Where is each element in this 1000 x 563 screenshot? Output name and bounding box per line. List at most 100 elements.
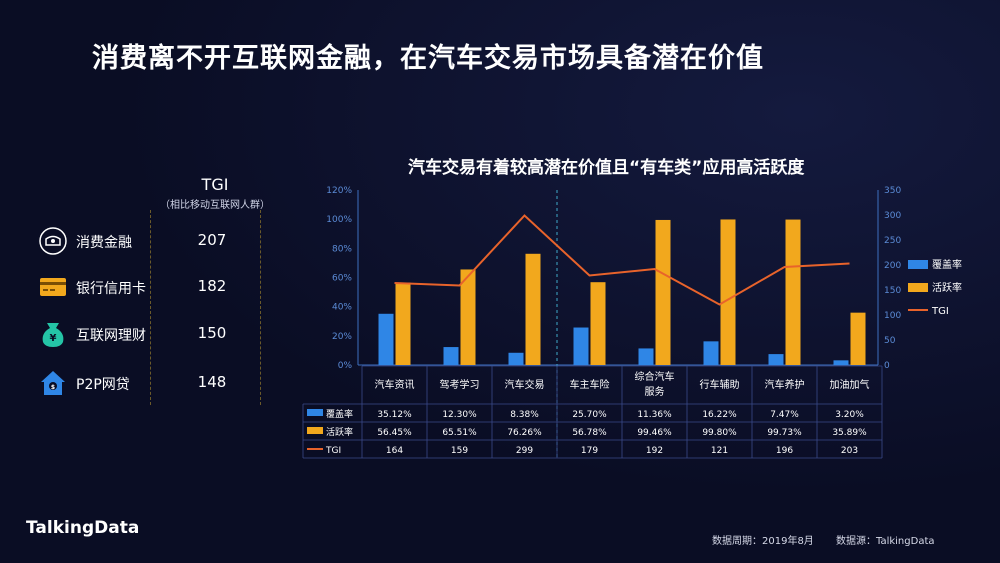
activity-bar	[525, 253, 541, 365]
tgi-value-label: 121	[711, 446, 728, 456]
legend-swatch-activity	[908, 283, 928, 292]
activity-value-label: 56.45%	[377, 428, 412, 438]
tgi-label: 互联网理财	[76, 328, 146, 344]
coverage-value-label: 25.70%	[572, 410, 607, 420]
tgi-value-label: 159	[451, 446, 468, 456]
coverage-bar	[833, 360, 849, 365]
coverage-table-label: 覆盖率	[326, 408, 353, 420]
coverage-value-label: 8.38%	[510, 410, 539, 420]
category-label: 汽车交易	[505, 378, 545, 391]
left-tick-label: 40%	[332, 303, 352, 313]
coverage-bar	[703, 341, 719, 365]
right-tick-label: 250	[884, 236, 901, 246]
left-tick-label: 20%	[332, 332, 352, 342]
category-label: 汽车养护	[765, 378, 805, 391]
coverage-value-label: 11.36%	[637, 410, 672, 420]
activity-bar	[655, 219, 671, 365]
tgi-value-label: 164	[386, 446, 403, 456]
activity-value-label: 35.89%	[832, 428, 867, 438]
svg-text:$: $	[51, 384, 55, 391]
tgi-value: 182	[197, 277, 227, 295]
divider-right	[260, 210, 261, 405]
left-tick-label: 80%	[332, 244, 352, 254]
coverage-bar	[638, 348, 654, 365]
wallet-icon	[38, 226, 68, 256]
activity-value-label: 99.46%	[637, 428, 672, 438]
tgi-value: 148	[197, 373, 227, 391]
activity-bar	[785, 219, 801, 365]
tgi-value: 207	[197, 231, 227, 249]
category-label: 汽车资讯	[375, 378, 415, 391]
tgi-value-label: 192	[646, 446, 663, 456]
coverage-bar	[378, 313, 394, 365]
right-tick-label: 100	[884, 311, 901, 321]
data-period: 数据周期：2019年8月	[712, 536, 814, 547]
coverage-bar	[573, 327, 589, 365]
left-tick-label: 120%	[326, 186, 352, 196]
legend-label-coverage: 覆盖率	[932, 258, 962, 271]
coverage-value-label: 12.30%	[442, 410, 477, 420]
tgi-row-credit-card: 银行信用卡 182	[38, 272, 238, 302]
activity-value-label: 65.51%	[442, 428, 477, 438]
category-label: 加油加气	[830, 378, 870, 391]
left-tick-label: 0%	[338, 361, 353, 371]
tgi-header-subtitle: （相比移动互联网人群）	[160, 200, 270, 211]
house-icon: $	[38, 368, 68, 398]
activity-value-label: 56.78%	[572, 428, 607, 438]
legend-label-activity: 活跃率	[932, 281, 962, 294]
tgi-value-label: 196	[776, 446, 793, 456]
coverage-table-key	[307, 409, 323, 416]
category-label: 车主车险	[570, 378, 610, 391]
category-label: 行车辅助	[700, 378, 740, 391]
category-label: 综合汽车	[635, 370, 675, 383]
right-tick-label: 300	[884, 211, 901, 221]
right-tick-label: 0	[884, 361, 890, 371]
tgi-table-label: TGI	[325, 446, 341, 456]
coverage-bar	[443, 347, 459, 365]
right-tick-label: 200	[884, 261, 901, 271]
left-tick-label: 60%	[332, 274, 352, 284]
coverage-value-label: 35.12%	[377, 410, 412, 420]
svg-text:¥: ¥	[50, 333, 57, 344]
credit-card-icon	[38, 272, 68, 302]
tgi-header-title: TGI	[201, 175, 229, 194]
legend-label-tgi: TGI	[931, 306, 949, 317]
tgi-row-p2p: $ P2P网贷 148	[38, 368, 238, 398]
tgi-label: 银行信用卡	[76, 281, 146, 297]
legend-swatch-coverage	[908, 260, 928, 269]
page-title: 消费离不开互联网金融，在汽车交易市场具备潜在价值	[92, 43, 764, 74]
category-label: 服务	[645, 385, 665, 398]
right-tick-label: 150	[884, 286, 901, 296]
coverage-bar	[508, 352, 524, 365]
talkingdata-logo: TalkingData	[26, 518, 140, 538]
tgi-value-label: 203	[841, 446, 858, 456]
tgi-value-label: 179	[581, 446, 598, 456]
left-tick-label: 100%	[326, 215, 352, 225]
tgi-header: TGI （相比移动互联网人群）	[160, 175, 270, 211]
category-label: 驾考学习	[440, 378, 480, 391]
tgi-value-label: 299	[516, 446, 533, 456]
tgi-line	[394, 214, 850, 306]
tgi-row-consumer-finance: 消费金融 207	[38, 226, 238, 256]
activity-bar	[590, 282, 606, 365]
activity-table-label: 活跃率	[326, 426, 353, 438]
activity-table-key	[307, 427, 323, 434]
tgi-label: 消费金融	[76, 235, 132, 251]
coverage-bar	[768, 354, 784, 365]
activity-value-label: 99.73%	[767, 428, 802, 438]
coverage-value-label: 7.47%	[770, 410, 799, 420]
activity-bar	[720, 219, 736, 365]
coverage-value-label: 3.20%	[835, 410, 864, 420]
activity-bar	[460, 269, 476, 365]
tgi-label: P2P网贷	[76, 377, 130, 393]
chart-title: 汽车交易有着较高潜在价值且“有车类”应用高活跃度	[408, 158, 805, 178]
activity-value-label: 99.80%	[702, 428, 737, 438]
divider-left	[150, 210, 151, 405]
tgi-value: 150	[197, 324, 227, 342]
activity-value-label: 76.26%	[507, 428, 542, 438]
coverage-value-label: 16.22%	[702, 410, 737, 420]
activity-bar	[395, 282, 411, 365]
right-tick-label: 350	[884, 186, 901, 196]
